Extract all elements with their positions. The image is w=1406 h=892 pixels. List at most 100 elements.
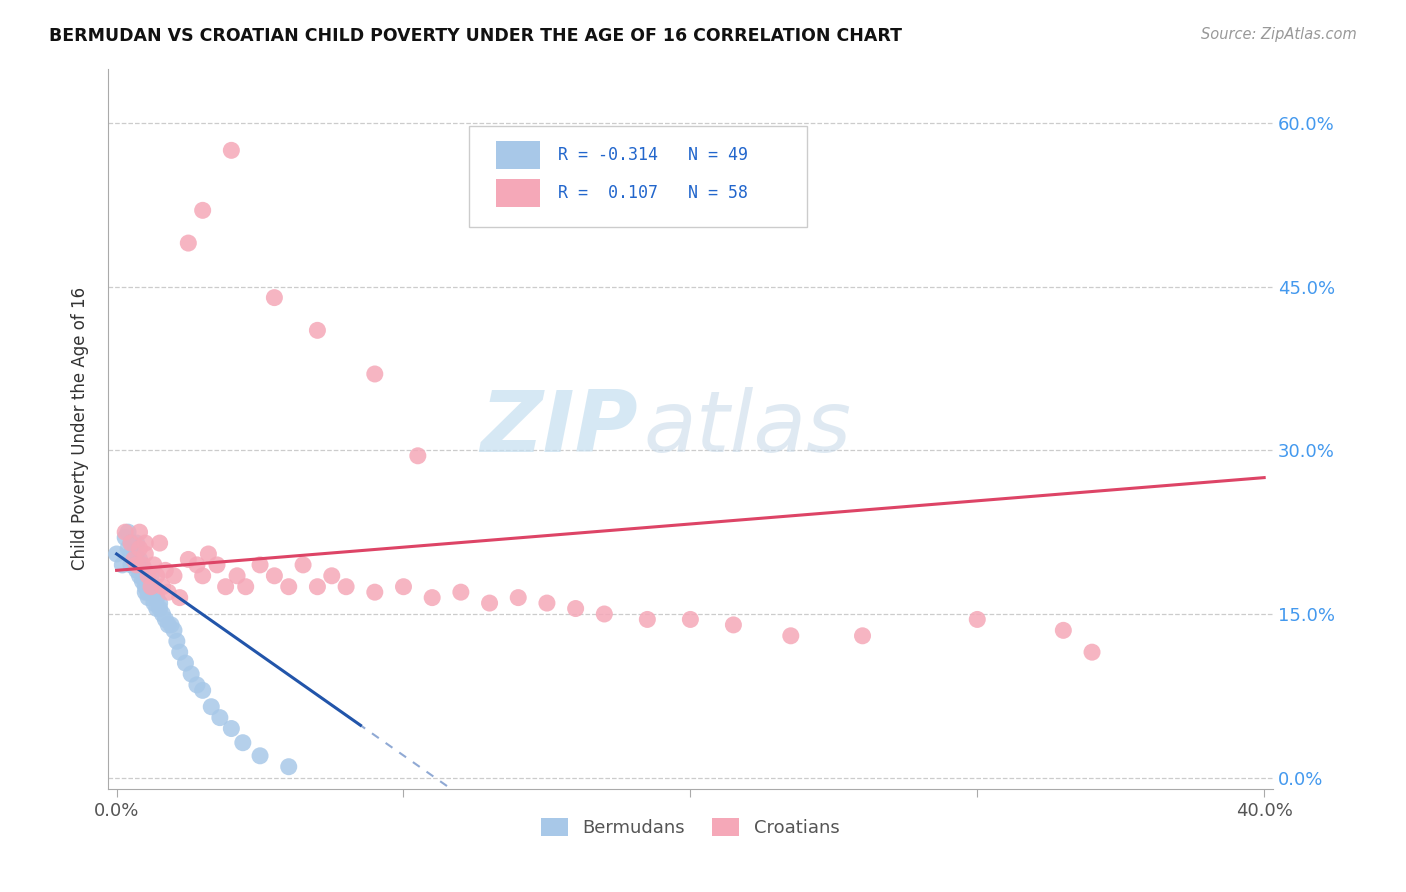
Point [136,591,159,605]
Point [134,574,156,589]
Point [134,536,156,550]
Point [134,547,156,561]
Point [335,580,357,594]
Bar [496,141,540,169]
Point [166,634,188,648]
Point [134,563,156,577]
Point [191,683,214,698]
Point [214,580,236,594]
Point [131,574,153,589]
Point [120,536,142,550]
Point [117,541,139,556]
Point [125,536,148,550]
Point [131,563,153,577]
Point [142,558,165,572]
Point [120,536,142,550]
Point [263,291,285,305]
Point [292,558,315,572]
Point [134,585,156,599]
Point [142,596,165,610]
Point [157,585,180,599]
Point [636,612,658,626]
Point [226,569,249,583]
Point [235,580,257,594]
Point [180,667,202,681]
Point [177,552,200,566]
Point [564,601,586,615]
FancyBboxPatch shape [470,126,807,227]
Point [125,563,148,577]
Point [152,580,174,594]
Point [197,547,219,561]
Point [779,629,801,643]
Point [128,558,150,572]
Point [136,585,159,599]
Point [125,552,148,566]
Point [120,558,142,572]
Point [149,601,172,615]
Point [157,618,180,632]
Point [593,607,616,621]
Text: R = -0.314   N = 49: R = -0.314 N = 49 [558,146,748,164]
Point [307,580,329,594]
Point [508,591,530,605]
Point [450,585,472,599]
Point [966,612,988,626]
Point [186,558,208,572]
Point [169,645,191,659]
Point [149,536,172,550]
Point [205,558,228,572]
Point [145,569,167,583]
Point [139,569,162,583]
Point [406,449,429,463]
Point [128,541,150,556]
Point [221,722,243,736]
Point [125,558,148,572]
Point [122,552,145,566]
Point [478,596,501,610]
Y-axis label: Child Poverty Under the Age of 16: Child Poverty Under the Age of 16 [72,287,89,570]
Point [155,612,177,626]
Point [200,699,222,714]
Point [160,618,183,632]
Point [139,580,162,594]
Point [128,525,150,540]
Point [364,585,387,599]
Point [420,591,443,605]
Point [321,569,343,583]
Point [177,235,200,250]
Point [679,612,702,626]
Point [851,629,873,643]
Point [155,563,177,577]
Point [149,596,172,610]
Legend: Bermudans, Croatians: Bermudans, Croatians [534,811,846,845]
Point [191,569,214,583]
Point [120,547,142,561]
Point [128,552,150,566]
Point [169,591,191,605]
Point [392,580,415,594]
Point [128,569,150,583]
Point [1081,645,1104,659]
Text: BERMUDAN VS CROATIAN CHILD POVERTY UNDER THE AGE OF 16 CORRELATION CHART: BERMUDAN VS CROATIAN CHILD POVERTY UNDER… [49,27,903,45]
Point [114,525,136,540]
Point [723,618,745,632]
Point [277,760,299,774]
Point [145,591,167,605]
Point [536,596,558,610]
Bar [496,178,540,208]
Point [131,558,153,572]
Point [142,585,165,599]
Point [208,711,231,725]
Point [163,569,186,583]
Point [111,558,134,572]
Point [105,547,128,561]
Point [139,580,162,594]
Point [186,678,208,692]
Point [122,552,145,566]
Point [136,569,159,583]
Point [249,748,271,763]
Point [134,580,156,594]
Point [191,203,214,218]
Point [1052,624,1074,638]
